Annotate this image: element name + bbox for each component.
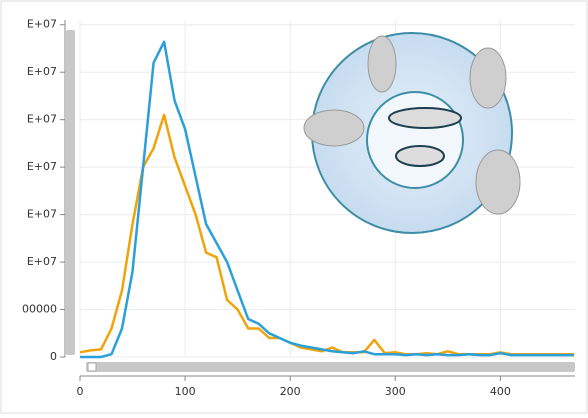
y-tick-label: E+07 — [27, 208, 57, 221]
x-tick-label: 400 — [490, 385, 511, 398]
horizontal-scrollbar[interactable] — [86, 362, 575, 372]
x-tick-label: 300 — [385, 385, 406, 398]
y-tick-label: E+07 — [27, 160, 57, 173]
vertical-scrollbar[interactable] — [66, 30, 75, 355]
cloud — [368, 36, 396, 92]
y-tick-label: E+07 — [27, 65, 57, 78]
x-tick-label: 100 — [175, 385, 196, 398]
y-tick-label: 0 — [50, 350, 57, 363]
inner-ring — [367, 92, 463, 188]
y-tick-label: E+07 — [27, 113, 57, 126]
cloud — [389, 108, 461, 128]
x-tick-label: 200 — [280, 385, 301, 398]
cloud — [396, 146, 444, 166]
chart: 000000E+07E+07E+07E+07E+07E+070100200300… — [0, 0, 588, 414]
cloud — [304, 110, 364, 146]
y-tick-label: E+07 — [27, 255, 57, 268]
scroll-handle[interactable] — [88, 363, 96, 371]
y-tick-label: 00000 — [22, 303, 57, 316]
cloud — [476, 150, 520, 214]
cloud — [470, 48, 506, 108]
x-tick-label: 0 — [77, 385, 84, 398]
y-tick-label: E+07 — [27, 18, 57, 31]
